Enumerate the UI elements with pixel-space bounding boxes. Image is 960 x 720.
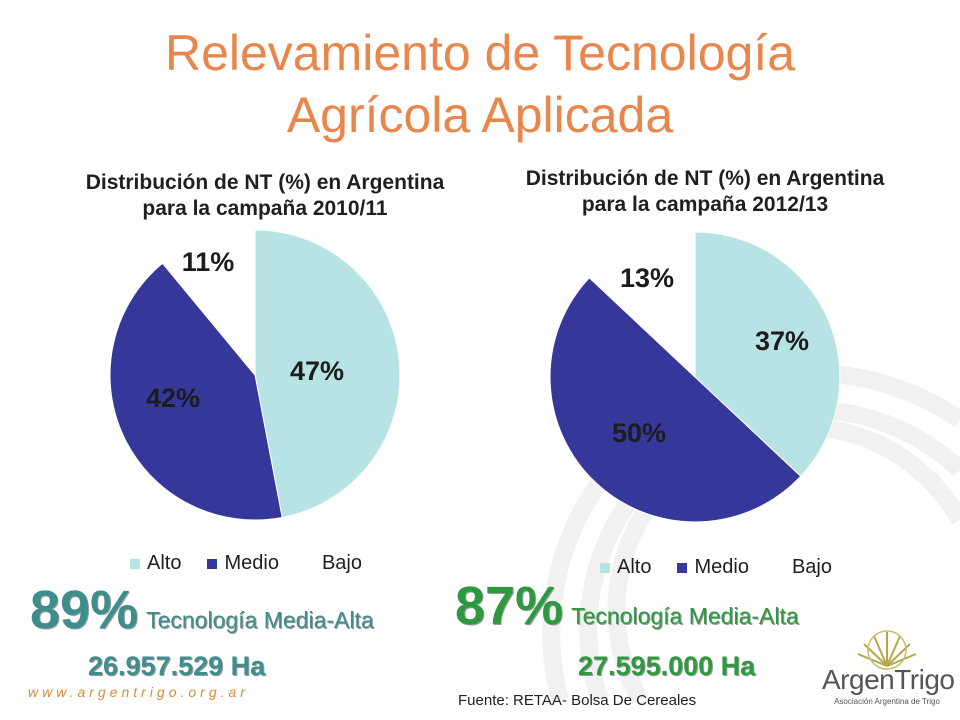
slide-title-line2: Agrícola Aplicada xyxy=(286,87,674,143)
summary-text-left: Tecnología Media-Alta xyxy=(146,607,374,633)
summary-left: 89% Tecnología Media-Alta xyxy=(30,580,374,650)
source-note: Fuente: RETAA- Bolsa De Cereales xyxy=(458,692,697,709)
pie-slice-bajo xyxy=(588,231,696,379)
legend-item-medio: Medio xyxy=(677,556,749,579)
legend-item-bajo: Bajo xyxy=(304,552,362,575)
hectares-right: 27.595.000 Ha xyxy=(578,651,756,681)
legend-swatch-bajo xyxy=(774,562,785,573)
slide-title-line1: Relevamiento de Tecnología xyxy=(164,25,796,81)
legend-label-alto: Alto xyxy=(147,552,182,574)
data-label-alto: 47% xyxy=(290,356,344,386)
logo-subtitle: Asociación Argentina de Trigo xyxy=(834,697,940,706)
legend-swatch-alto xyxy=(600,562,610,573)
website-url[interactable]: www.argentrigo.org.ar xyxy=(28,684,249,700)
hectares-left: 26.957.529 Ha xyxy=(88,651,266,681)
data-label-medio: 42% xyxy=(146,383,200,413)
chart-title-left: Distribución de NT (%) en Argentina para… xyxy=(40,170,490,222)
legend-label-alto: Alto xyxy=(617,556,652,578)
chart-title-right-line2: para la campaña 2012/13 xyxy=(581,193,829,216)
pie-slice-alto xyxy=(694,231,841,477)
legend-swatch-medio xyxy=(207,558,218,569)
slide-title: Relevamiento de Tecnología Agrícola Apli… xyxy=(0,22,960,146)
legend-item-alto: Alto xyxy=(600,556,651,579)
data-label-alto: 37% xyxy=(755,326,809,356)
wheat-sun-icon xyxy=(857,630,917,670)
legend-left: Alto Medio Bajo xyxy=(130,552,388,575)
legend-label-bajo: Bajo xyxy=(791,556,832,578)
legend-item-bajo: Bajo xyxy=(774,556,832,579)
legend-swatch-alto xyxy=(130,558,140,569)
pie-slice-alto xyxy=(254,229,401,519)
pie-chart-left: 47% 42% 11% xyxy=(109,229,401,521)
legend-label-medio: Medio xyxy=(224,552,279,574)
chart-title-left-line1: Distribución de NT (%) en Argentina xyxy=(85,171,445,194)
legend-swatch-bajo xyxy=(304,558,315,569)
legend-item-medio: Medio xyxy=(207,552,279,575)
summary-right: 87% Tecnología Media-Alta xyxy=(455,576,799,646)
data-label-bajo: 11% xyxy=(182,247,235,277)
legend-right: Alto Medio Bajo xyxy=(600,556,858,579)
pie-slice-medio xyxy=(549,277,802,523)
summary-pct-left: 89% xyxy=(30,580,139,640)
legend-swatch-medio xyxy=(677,562,688,573)
argentrigo-logo: ArgenTrigo Asociación Argentina de Trigo xyxy=(822,620,955,715)
data-label-bajo: 13% xyxy=(620,263,674,293)
chart-title-left-line2: para la campaña 2010/11 xyxy=(142,197,388,220)
pie-slice-bajo xyxy=(161,229,256,377)
chart-title-right: Distribución de NT (%) en Argentina para… xyxy=(480,166,930,218)
data-label-medio: 50% xyxy=(612,418,666,448)
summary-pct-right: 87% xyxy=(455,576,564,636)
chart-title-right-line1: Distribución de NT (%) en Argentina xyxy=(525,167,885,190)
legend-label-medio: Medio xyxy=(694,556,749,578)
pie-chart-right: 37% 50% 13% xyxy=(549,231,841,523)
pie-slice-medio xyxy=(109,262,283,521)
legend-label-bajo: Bajo xyxy=(321,552,362,574)
legend-item-alto: Alto xyxy=(130,552,181,575)
summary-text-right: Tecnología Media-Alta xyxy=(571,603,799,629)
logo-name: ArgenTrigo xyxy=(822,664,955,695)
